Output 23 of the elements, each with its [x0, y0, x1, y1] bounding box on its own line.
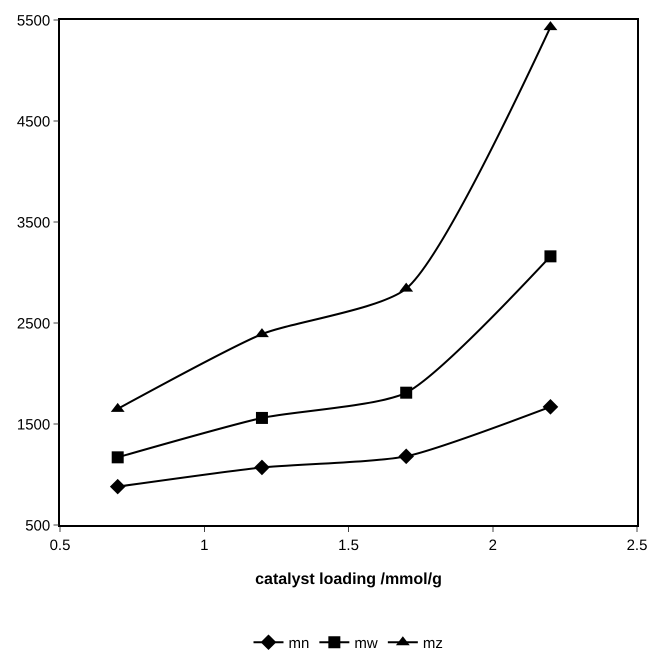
- x-tick-label: 0.5: [50, 536, 70, 554]
- point: [544, 250, 556, 262]
- x-tick-label: 1.5: [338, 536, 359, 554]
- x-tick-label: 2: [488, 536, 497, 554]
- point: [110, 478, 126, 494]
- point: [400, 386, 412, 399]
- legend-label: mz: [422, 635, 443, 652]
- point: [112, 451, 124, 464]
- y-tick-label: 500: [25, 517, 50, 534]
- point: [254, 460, 270, 476]
- point: [256, 412, 268, 424]
- legend-label: mn: [288, 635, 310, 652]
- y-tick-label: 2500: [16, 315, 50, 332]
- x-tick-label: 1: [200, 536, 208, 554]
- legend-label: mw: [354, 635, 378, 652]
- y-tick-label: 4500: [16, 113, 50, 130]
- y-tick-label: 1500: [16, 416, 50, 434]
- point: [398, 448, 414, 464]
- x-axis-title: catalyst loading /mmol/g: [255, 570, 442, 588]
- y-tick-label: 3500: [16, 214, 50, 232]
- y-tick-label: 5500: [16, 12, 50, 30]
- x-tick-label: 2.5: [626, 536, 648, 554]
- point: [542, 399, 558, 415]
